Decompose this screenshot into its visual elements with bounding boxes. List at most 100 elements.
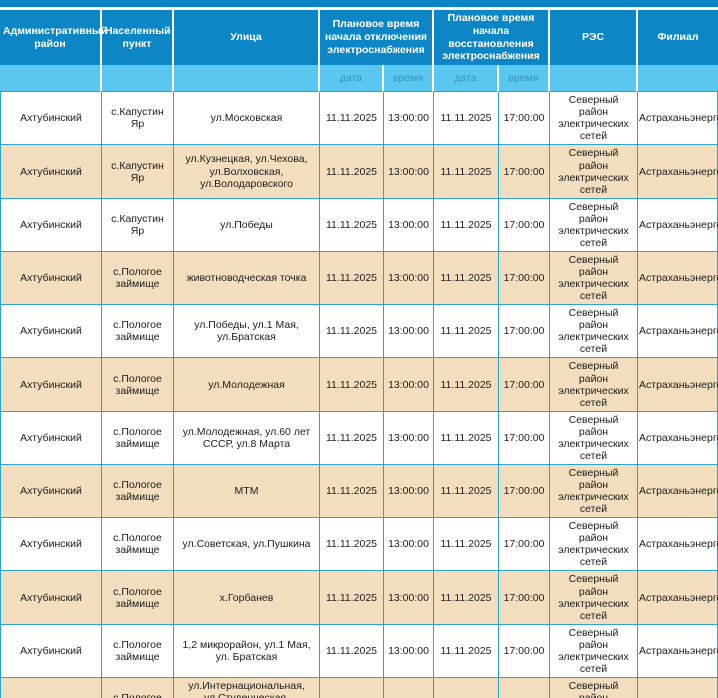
cell-outage-date: 11.11.2025 <box>320 464 384 519</box>
cell-street: животноводческая точка <box>174 251 320 306</box>
cell-branch: Астраханьэнерго <box>638 305 718 359</box>
cell-outage-date: 11.11.2025 <box>320 518 384 572</box>
table-row: Ахтубинский с.Пологое займище ул.Молодежна… <box>0 411 718 465</box>
cell-street: ул.Победы <box>174 198 320 252</box>
cell-branch: Астраханьэнерго <box>638 198 718 252</box>
table-row: Ахтубинский с.Пологое займище животноводче… <box>0 251 718 306</box>
cell-outage-time: 13:00:00 <box>384 624 434 678</box>
cell-branch: Астраханьэнерго <box>638 677 718 698</box>
cell-district: Ахтубинский <box>0 305 102 359</box>
cell-branch: Астраханьэнерго <box>638 411 718 465</box>
subheader-outage-time: время <box>384 65 434 93</box>
cell-district: Ахтубинский <box>0 92 102 146</box>
cell-outage-time: 13:00:00 <box>384 198 434 252</box>
cell-outage-time: 13:00:00 <box>384 677 434 698</box>
cell-res: Северный район электрических сетей <box>550 571 638 625</box>
col-header-restore-start: Плановое время начала восстановления эле… <box>434 10 550 66</box>
cell-restore-date: 11.11.2025 <box>434 624 499 678</box>
subheader-restore-date: дата <box>434 65 499 93</box>
cell-restore-time: 17:00:00 <box>499 464 550 519</box>
cell-branch: Астраханьэнерго <box>638 464 718 519</box>
cell-restore-time: 17:00:00 <box>499 198 550 252</box>
cell-restore-time: 17:00:00 <box>499 305 550 359</box>
cell-outage-date: 11.11.2025 <box>320 198 384 252</box>
cell-outage-date: 11.11.2025 <box>320 92 384 146</box>
cell-settlement: с.Капустин Яр <box>102 198 174 252</box>
cell-branch: Астраханьэнерго <box>638 145 718 199</box>
cell-restore-date: 11.11.2025 <box>434 464 499 519</box>
cell-street: ул.Молодежная, ул.60 лет СССР, ул.8 Март… <box>174 411 320 465</box>
cell-district: Ахтубинский <box>0 624 102 678</box>
cell-street: ул.Советская, ул.Пушкина <box>174 518 320 572</box>
cell-res: Северный район электрических сетей <box>550 624 638 678</box>
cell-settlement: с.Пологое займище <box>102 358 174 412</box>
cell-outage-date: 11.11.2025 <box>320 571 384 625</box>
cell-outage-time: 13:00:00 <box>384 251 434 306</box>
cell-settlement: с.Капустин Яр <box>102 92 174 146</box>
cell-outage-time: 13:00:00 <box>384 411 434 465</box>
cell-restore-time: 17:00:00 <box>499 571 550 625</box>
cell-branch: Астраханьэнерго <box>638 251 718 306</box>
cell-settlement: с.Пологое займище <box>102 464 174 519</box>
cell-branch: Астраханьэнерго <box>638 571 718 625</box>
subheader-empty-branch <box>638 65 718 93</box>
col-header-settlement: Населенный пункт <box>102 10 174 66</box>
table-row: Ахтубинский с.Пологое займище 1,2 микрорай… <box>0 624 718 678</box>
cell-outage-time: 13:00:00 <box>384 145 434 199</box>
cell-district: Ахтубинский <box>0 251 102 306</box>
cell-res: Северный район электрических сетей <box>550 677 638 698</box>
cell-district: Ахтубинский <box>0 198 102 252</box>
cell-restore-date: 11.11.2025 <box>434 251 499 306</box>
cell-district: Ахтубинский <box>0 571 102 625</box>
subheader-outage-date: дата <box>320 65 384 93</box>
cell-restore-date: 11.11.2025 <box>434 145 499 199</box>
cell-res: Северный район электрических сетей <box>550 464 638 519</box>
cell-district: Ахтубинский <box>0 145 102 199</box>
cell-settlement: с.Пологое займище <box>102 624 174 678</box>
cell-street: ул.Интернациональная, ул.Студенческая, у… <box>174 677 320 698</box>
table-subheader-row: дата время дата время <box>0 65 718 93</box>
cell-restore-time: 17:00:00 <box>499 624 550 678</box>
cell-res: Северный район электрических сетей <box>550 198 638 252</box>
outage-schedule-table: Административный район Населенный пункт … <box>0 10 718 698</box>
subheader-empty-street <box>174 65 320 93</box>
top-strip <box>0 0 718 7</box>
cell-outage-date: 11.11.2025 <box>320 624 384 678</box>
cell-outage-time: 13:00:00 <box>384 305 434 359</box>
cell-outage-date: 11.11.2025 <box>320 305 384 359</box>
cell-outage-time: 13:00:00 <box>384 571 434 625</box>
table-header: Административный район Населенный пункт … <box>0 10 718 93</box>
cell-branch: Астраханьэнерго <box>638 518 718 572</box>
cell-outage-time: 13:00:00 <box>384 464 434 519</box>
subheader-empty-res <box>550 65 638 93</box>
cell-street: ул.Победы, ул.1 Мая, ул.Братская <box>174 305 320 359</box>
cell-restore-date: 11.11.2025 <box>434 358 499 412</box>
cell-outage-date: 11.11.2025 <box>320 145 384 199</box>
table-body: Ахтубинский с.Капустин Яр ул.Московская 11.… <box>0 92 718 698</box>
col-header-branch: Филиал <box>638 10 718 66</box>
cell-street: ул.Московская <box>174 92 320 146</box>
cell-restore-time: 17:00:00 <box>499 251 550 306</box>
table-row: Ахтубинский с.Пологое займище ул.Молодежна… <box>0 358 718 412</box>
cell-restore-time: 17:00:00 <box>499 518 550 572</box>
table-row: Ахтубинский с.Пологое займище ул.Советская… <box>0 518 718 572</box>
cell-settlement: с.Пологое займище <box>102 251 174 306</box>
cell-restore-date: 11.11.2025 <box>434 571 499 625</box>
cell-outage-date: 11.11.2025 <box>320 411 384 465</box>
cell-restore-date: 11.11.2025 <box>434 411 499 465</box>
table-row: Ахтубинский с.Пологое займище МТМ 11.11.202… <box>0 464 718 519</box>
cell-restore-date: 11.11.2025 <box>434 677 499 698</box>
col-header-res: РЭС <box>550 10 638 66</box>
cell-res: Северный район электрических сетей <box>550 358 638 412</box>
subheader-empty-district <box>0 65 102 93</box>
cell-res: Северный район электрических сетей <box>550 518 638 572</box>
cell-res: Северный район электрических сетей <box>550 411 638 465</box>
table-row: Ахтубинский с.Пологое займище х.Горбанев 11… <box>0 571 718 625</box>
cell-district: Ахтубинский <box>0 411 102 465</box>
cell-restore-time: 17:00:00 <box>499 145 550 199</box>
cell-district: Ахтубинский <box>0 518 102 572</box>
cell-restore-time: 17:00:00 <box>499 411 550 465</box>
cell-restore-date: 11.11.2025 <box>434 305 499 359</box>
cell-branch: Астраханьэнерго <box>638 92 718 146</box>
